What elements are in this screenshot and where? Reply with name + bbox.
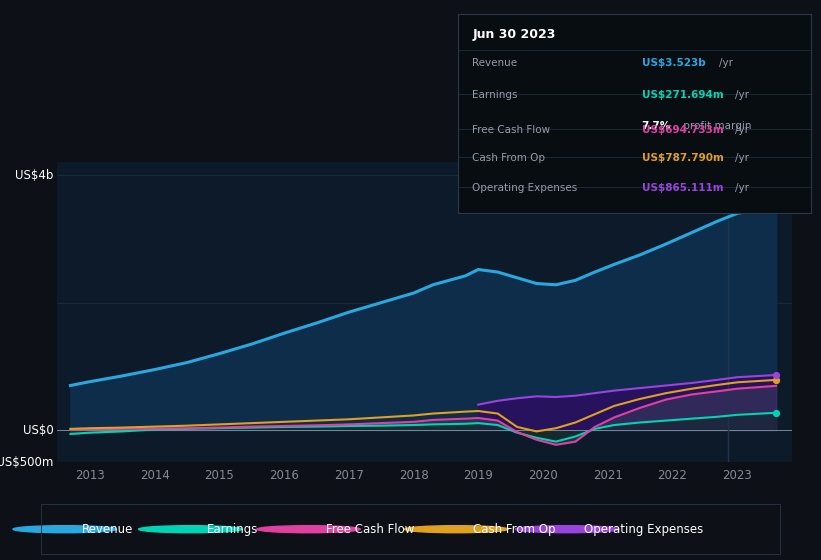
Circle shape (257, 526, 360, 533)
Text: profit margin: profit margin (680, 122, 751, 132)
Circle shape (139, 526, 242, 533)
Point (769, 375, 782, 384)
Text: Free Cash Flow: Free Cash Flow (472, 125, 550, 136)
Text: US$3.523b: US$3.523b (642, 58, 709, 68)
Text: Operating Expenses: Operating Expenses (585, 522, 704, 536)
Text: Revenue: Revenue (472, 58, 517, 68)
Text: US$787.790m: US$787.790m (642, 153, 727, 163)
Text: US$865.111m: US$865.111m (642, 183, 727, 193)
Point (769, 201, 782, 210)
Text: /yr: /yr (735, 90, 749, 100)
Text: Cash From Op: Cash From Op (472, 153, 545, 163)
Circle shape (405, 526, 508, 533)
Text: US$271.694m: US$271.694m (642, 90, 727, 100)
Point (769, 371, 782, 380)
Text: US$4b: US$4b (16, 169, 54, 181)
Point (769, 408, 782, 417)
Text: Free Cash Flow: Free Cash Flow (325, 522, 414, 536)
Text: -US$500m: -US$500m (0, 455, 54, 469)
Text: Earnings: Earnings (208, 522, 259, 536)
Text: /yr: /yr (735, 125, 749, 136)
Text: Operating Expenses: Operating Expenses (472, 183, 577, 193)
Text: US$694.733m: US$694.733m (642, 125, 727, 136)
Circle shape (516, 526, 619, 533)
Text: Jun 30 2023: Jun 30 2023 (472, 28, 556, 41)
Text: Cash From Op: Cash From Op (474, 522, 556, 536)
Circle shape (13, 526, 117, 533)
Text: Revenue: Revenue (82, 522, 133, 536)
Text: 7.7%: 7.7% (642, 122, 671, 132)
Text: /yr: /yr (735, 183, 749, 193)
Text: US$0: US$0 (23, 423, 54, 437)
Text: /yr: /yr (735, 153, 749, 163)
Text: Earnings: Earnings (472, 90, 518, 100)
Text: /yr: /yr (719, 58, 733, 68)
